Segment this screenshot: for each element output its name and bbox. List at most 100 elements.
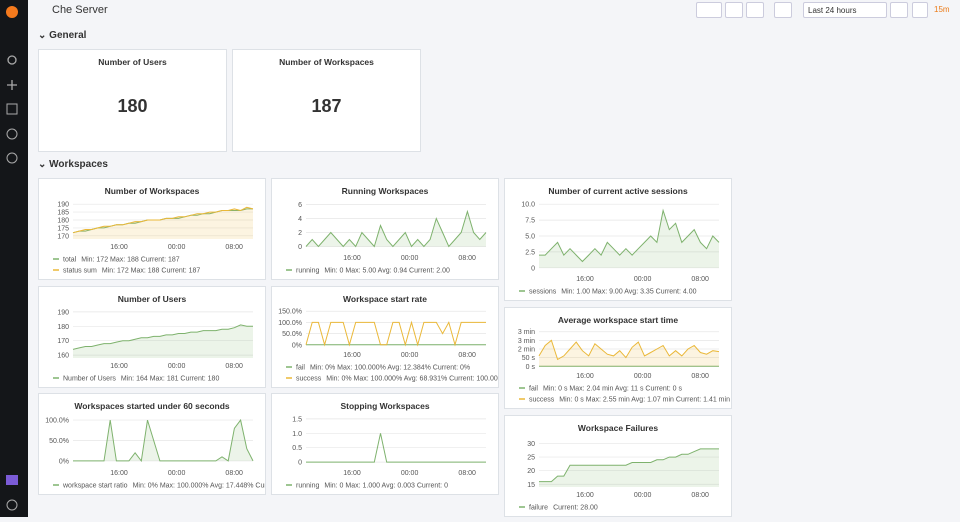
graph: 15 20 25 30 16:00 00:00 08:00 failure Current: 2… xyxy=(519,441,719,512)
y-tick-label: 100.0% xyxy=(45,418,69,425)
graph: 0 2 4 6 16:00 00:00 08:00 running Min: 0 Max: 5.… xyxy=(286,202,487,275)
legend-stats: Min: 1.00 Max: 9.00 Avg: 3.35 Current: 4… xyxy=(561,289,696,296)
y-tick-label: 2 min xyxy=(518,347,535,354)
series-area xyxy=(539,448,719,487)
series-area xyxy=(306,211,486,247)
dashboard-title[interactable]: Che Server xyxy=(52,4,108,16)
series-line xyxy=(73,418,254,463)
refresh-interval[interactable]: 15m xyxy=(934,5,950,14)
legend-entry: success Min: 0% Max: 100.000% Avg: 68.931… xyxy=(296,376,498,383)
panel-title: Workspace Failures xyxy=(577,423,659,433)
x-tick-label: 16:00 xyxy=(110,470,128,477)
graph-panel: Number of current active sessions 0 2.5 5.0… xyxy=(504,178,732,301)
legend-entry: total Min: 172 Max: 188 Current: 187 xyxy=(63,257,180,264)
x-tick-label: 00:00 xyxy=(168,363,186,370)
x-tick-label: 16:00 xyxy=(110,244,128,251)
x-tick-label: 00:00 xyxy=(168,244,186,251)
section-header[interactable]: ⌄ Workspaces xyxy=(38,159,108,170)
graph: 0 2.5 5.0 7.5 10.0 16:00 00:00 08:00 sessions Min… xyxy=(519,202,720,296)
series-area xyxy=(73,420,253,461)
y-tick-label: 180 xyxy=(57,324,69,331)
panel-title: Number of Workspaces xyxy=(279,57,374,67)
y-tick-label: 50 s xyxy=(522,355,536,362)
series-line xyxy=(305,320,486,347)
y-tick-label: 2 xyxy=(298,230,302,237)
graph-panel: Workspaces started under 60 seconds 0% 50.… xyxy=(38,393,266,495)
stat-value: 187 xyxy=(311,96,342,116)
legend-entry: failure Current: 28.00 xyxy=(529,505,598,512)
legend-name: fail xyxy=(529,386,538,393)
legend-entry: workspace start ratio Min: 0% Max: 100.00… xyxy=(62,483,265,490)
x-tick-label: 08:00 xyxy=(691,492,709,499)
y-tick-label: 3 min xyxy=(518,338,535,345)
y-tick-label: 190 xyxy=(57,309,69,316)
x-tick-label: 16:00 xyxy=(576,276,594,283)
x-tick-label: 08:00 xyxy=(225,470,243,477)
graph: 0% 50.0% 100.0% 16:00 00:00 08:00 workspace st… xyxy=(45,418,265,490)
legend-entry: status sum Min: 172 Max: 188 Current: 187 xyxy=(63,268,200,275)
x-tick-label: 08:00 xyxy=(225,244,243,251)
time-picker[interactable]: Last 24 hours xyxy=(803,2,887,18)
y-tick-label: 4 xyxy=(298,216,302,223)
legend-entry: fail Min: 0% Max: 100.000% Avg: 12.384% C… xyxy=(296,365,470,372)
add-panel[interactable] xyxy=(696,2,722,18)
y-tick-label: 0 xyxy=(531,265,535,272)
legend-stats: Min: 0 s Max: 2.04 min Avg: 11 s Current… xyxy=(543,386,683,393)
series-area xyxy=(73,324,253,358)
y-tick-label: 30 xyxy=(527,441,535,448)
view-mode[interactable] xyxy=(774,2,792,18)
y-tick-label: 2.5 xyxy=(525,249,535,256)
legend-stats: Min: 0% Max: 100.000% Avg: 17.448% Curre xyxy=(133,483,265,490)
legend-name: total xyxy=(63,257,77,264)
graph-panel: Stopping Workspaces 0 0.5 1.0 1.5 16:00 00:00 0… xyxy=(271,393,499,495)
settings[interactable] xyxy=(746,2,764,18)
graph-panel: Number of Workspaces 170 175 180 185 190 16:00… xyxy=(38,178,266,280)
legend-stats: Min: 0% Max: 100.000% Avg: 68.931% Curre… xyxy=(326,376,498,383)
legend-entry: Number of Users Min: 164 Max: 181 Current… xyxy=(63,376,219,383)
graph-panel: Workspace Failures 15 20 25 30 16:00 00:00 08:0… xyxy=(504,415,732,517)
sidebar xyxy=(0,0,28,517)
stat-panel: Number of Workspaces 187 xyxy=(232,49,421,152)
legend-entry: success Min: 0 s Max: 2.55 min Avg: 1.07 … xyxy=(529,397,730,404)
x-tick-label: 08:00 xyxy=(458,352,476,359)
x-tick-label: 16:00 xyxy=(576,492,594,499)
series-line xyxy=(539,448,719,483)
series-line xyxy=(306,433,486,463)
y-tick-label: 7.5 xyxy=(525,218,535,225)
graph: 160 170 180 190 16:00 00:00 08:00 Number of Use… xyxy=(53,309,253,383)
x-tick-label: 16:00 xyxy=(576,373,594,380)
y-tick-label: 1.5 xyxy=(292,416,302,423)
x-tick-label: 00:00 xyxy=(634,373,652,380)
section-header[interactable]: ⌄ General xyxy=(38,30,87,41)
y-tick-label: 160 xyxy=(57,353,69,360)
legend-name: Number of Users xyxy=(63,376,116,383)
legend-name: success xyxy=(296,376,322,383)
y-tick-label: 0 xyxy=(298,460,302,467)
save[interactable] xyxy=(725,2,743,18)
panel-title: Number of Users xyxy=(98,57,167,67)
x-tick-label: 08:00 xyxy=(691,373,709,380)
x-tick-label: 16:00 xyxy=(110,363,128,370)
y-tick-label: 3 min xyxy=(518,329,535,336)
graph: 0% 50.0% 100.0% 150.0% 16:00 00:00 08:00 fail Mi… xyxy=(278,309,498,383)
panel-title: Stopping Workspaces xyxy=(340,401,430,411)
x-tick-label: 16:00 xyxy=(343,470,361,477)
panel-title: Workspaces started under 60 seconds xyxy=(74,401,230,411)
x-tick-label: 00:00 xyxy=(168,470,186,477)
y-tick-label: 1.0 xyxy=(292,431,302,438)
legend-entry: fail Min: 0 s Max: 2.04 min Avg: 11 s Cur… xyxy=(529,386,682,393)
legend-stats: Min: 0% Max: 100.000% Avg: 12.384% Curre… xyxy=(310,365,470,372)
y-tick-label: 25 xyxy=(527,455,535,462)
panel-title: Number of current active sessions xyxy=(548,186,688,196)
refresh[interactable] xyxy=(912,2,928,18)
panel-title: Number of Workspaces xyxy=(104,186,200,196)
graph: 0 0.5 1.0 1.5 16:00 00:00 08:00 running Min: 0 M… xyxy=(286,416,486,490)
series-area xyxy=(73,207,253,239)
zoom-out[interactable] xyxy=(890,2,908,18)
x-tick-label: 08:00 xyxy=(691,276,709,283)
top-bar: Che Server Last 24 hours 15m xyxy=(28,0,960,22)
graph: 0 s 50 s2 min 3 min 3 min 16:00 00:00 08:00 fai… xyxy=(518,329,730,404)
y-tick-label: 100.0% xyxy=(278,320,302,327)
